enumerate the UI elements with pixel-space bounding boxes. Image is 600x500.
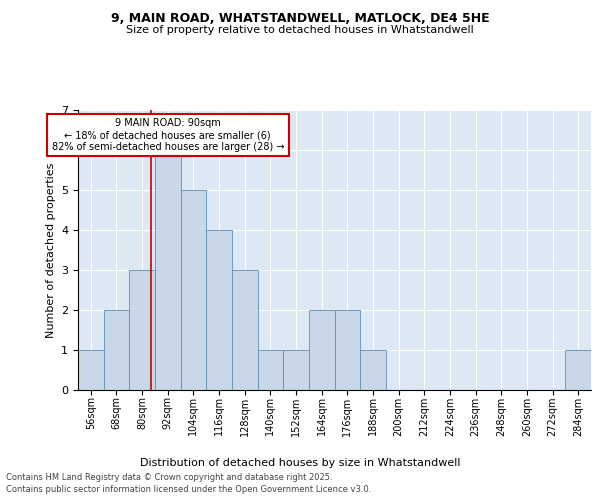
Text: Contains public sector information licensed under the Open Government Licence v3: Contains public sector information licen… — [6, 485, 371, 494]
Bar — [309, 310, 335, 390]
Bar — [78, 350, 104, 390]
Text: Distribution of detached houses by size in Whatstandwell: Distribution of detached houses by size … — [140, 458, 460, 468]
Bar — [104, 310, 130, 390]
Bar — [130, 270, 155, 390]
Bar — [206, 230, 232, 390]
Text: Contains HM Land Registry data © Crown copyright and database right 2025.: Contains HM Land Registry data © Crown c… — [6, 472, 332, 482]
Y-axis label: Number of detached properties: Number of detached properties — [46, 162, 56, 338]
Bar — [181, 190, 206, 390]
Text: Size of property relative to detached houses in Whatstandwell: Size of property relative to detached ho… — [126, 25, 474, 35]
Bar — [232, 270, 257, 390]
Bar — [335, 310, 360, 390]
Text: 9, MAIN ROAD, WHATSTANDWELL, MATLOCK, DE4 5HE: 9, MAIN ROAD, WHATSTANDWELL, MATLOCK, DE… — [110, 12, 490, 26]
Bar — [565, 350, 591, 390]
Bar — [155, 150, 181, 390]
Bar — [360, 350, 386, 390]
Bar — [257, 350, 283, 390]
Text: 9 MAIN ROAD: 90sqm
← 18% of detached houses are smaller (6)
82% of semi-detached: 9 MAIN ROAD: 90sqm ← 18% of detached hou… — [52, 118, 284, 152]
Bar — [283, 350, 309, 390]
